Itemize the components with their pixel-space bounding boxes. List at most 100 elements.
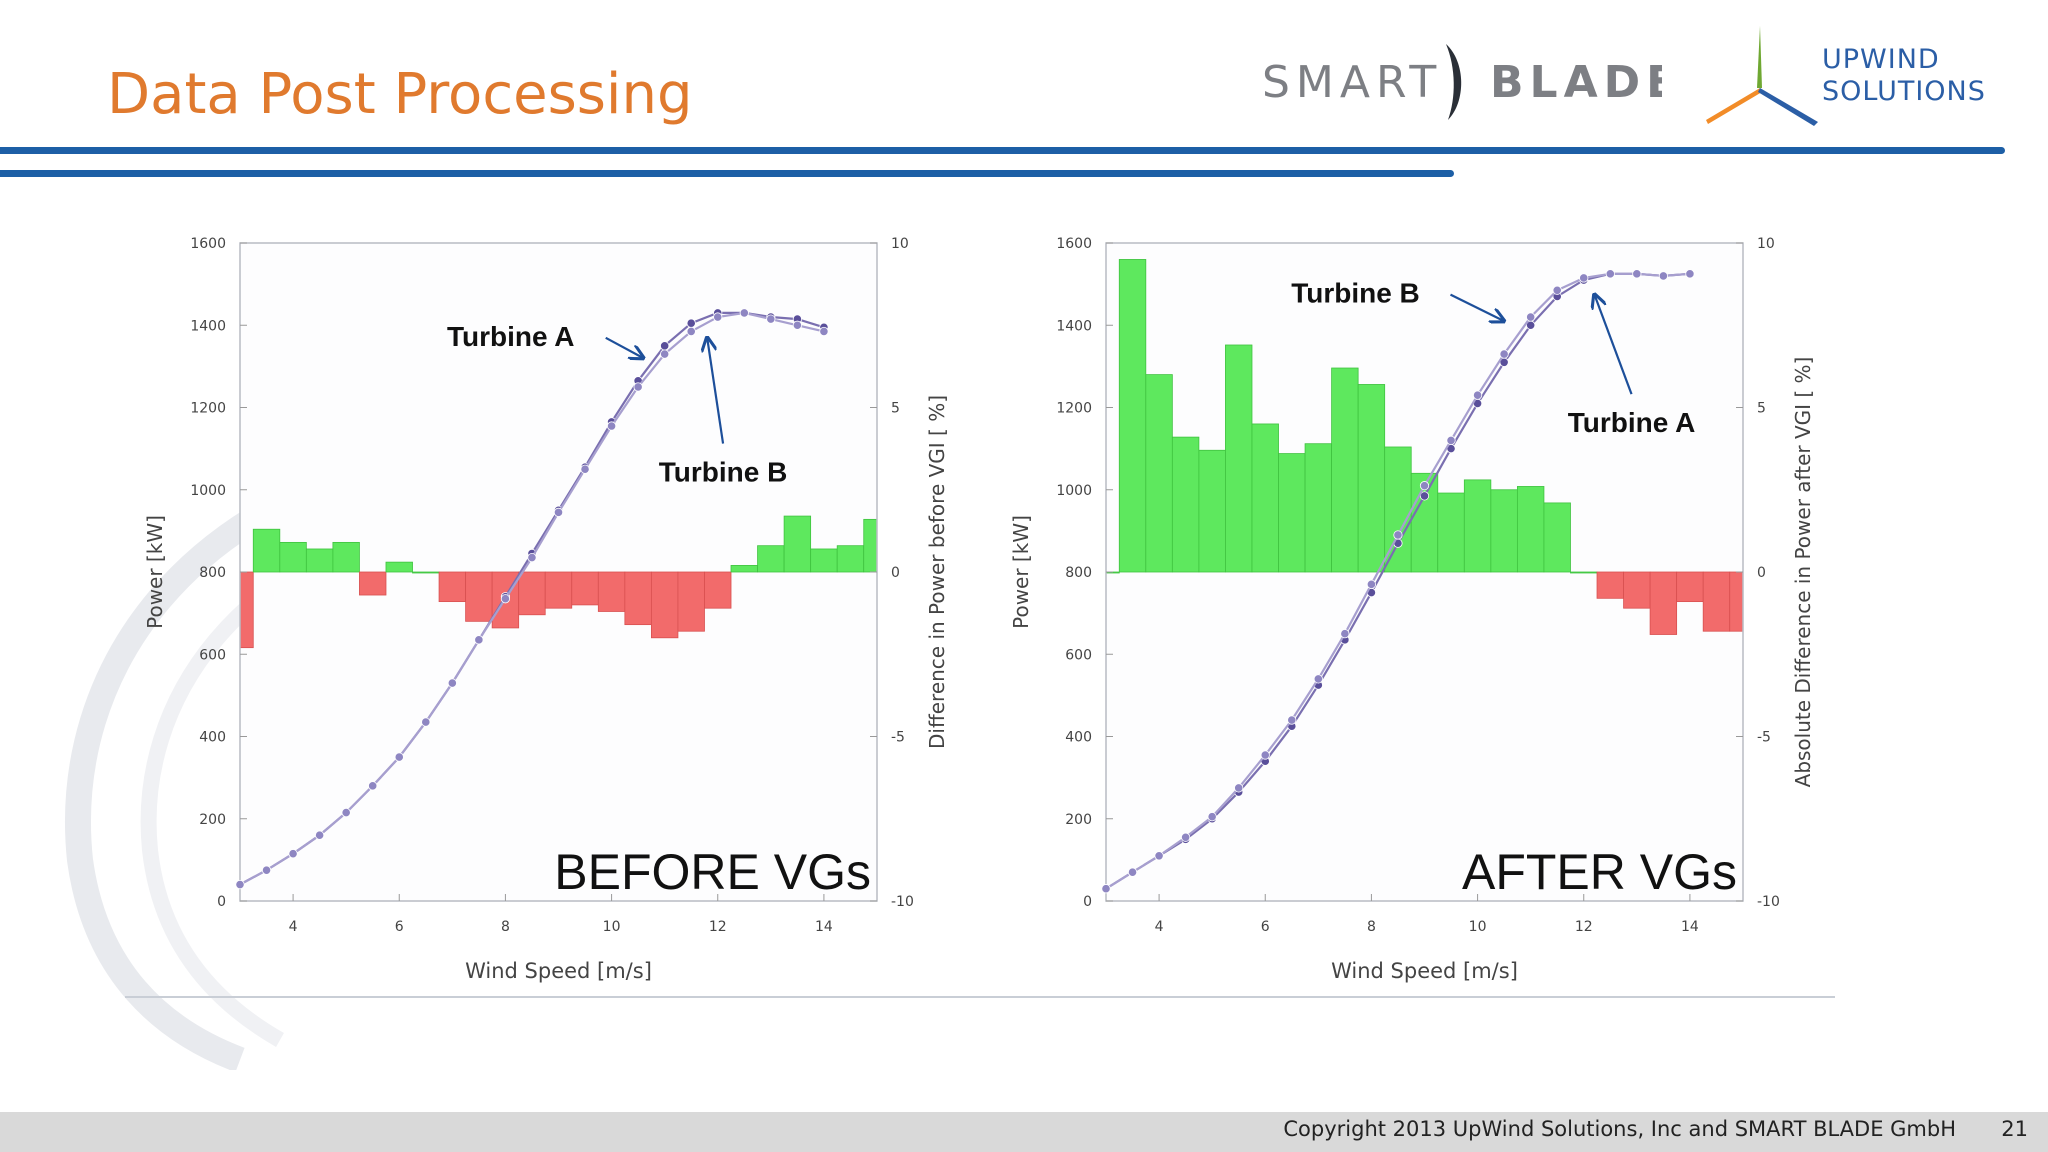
bar-negative	[518, 571, 546, 616]
upwind-logo-line2: SOLUTIONS	[1822, 76, 1986, 107]
bar-negative	[465, 571, 493, 622]
upwind-logo-line1: UPWIND	[1822, 44, 1940, 75]
bar-positive	[1145, 374, 1173, 573]
y-tick-label: 800	[199, 565, 226, 581]
y2-axis-label: Absolute Difference in Power after VGI […	[1791, 357, 1815, 788]
annotation-label: Turbine B	[1291, 278, 1420, 309]
series-point	[315, 830, 325, 840]
bar-positive	[1357, 384, 1386, 573]
bar-negative	[597, 571, 626, 612]
y-tick-label: 0	[217, 894, 226, 910]
bar-negative	[704, 571, 732, 609]
series-point	[235, 879, 245, 890]
y-tick-label: 800	[1065, 565, 1092, 581]
bar-positive	[1331, 367, 1359, 573]
series-point	[1340, 629, 1350, 639]
y-tick-label: 1000	[190, 483, 226, 499]
bar-negative	[359, 571, 387, 596]
series-point	[792, 320, 802, 330]
x-tick-label: 8	[1367, 919, 1376, 935]
bar-positive	[810, 548, 838, 573]
y2-tick-label: 10	[891, 236, 909, 252]
x-tick-label: 6	[395, 919, 404, 935]
y2-tick-label: 10	[1757, 236, 1775, 252]
y2-tick-label: -5	[1757, 730, 1771, 746]
content-divider	[125, 996, 1835, 998]
y-tick-label: 1000	[1056, 483, 1092, 499]
bar-positive	[252, 528, 281, 573]
x-tick-label: 14	[1681, 919, 1699, 935]
series-point	[1685, 269, 1695, 279]
bar-negative	[1623, 571, 1651, 609]
bar-positive	[332, 541, 360, 573]
annotation-arrow	[1450, 293, 1504, 322]
bar-positive	[1304, 443, 1333, 573]
x-tick-label: 6	[1261, 919, 1270, 935]
bar-negative	[1676, 571, 1704, 603]
series-point	[500, 594, 511, 604]
y-tick-label: 1200	[190, 401, 226, 417]
series-point	[1552, 285, 1562, 295]
chart-after-vgs-svg: 0 200 400 600 800 1000 1200 1400 1600 -10 -5 0 5 10 4 6…	[1009, 236, 1815, 983]
y2-tick-label: -10	[891, 894, 914, 910]
series-point	[1526, 312, 1536, 322]
series-point	[819, 326, 829, 337]
series-point	[1419, 491, 1430, 501]
y2-axis-label: Difference in Power before VGI [ %]	[925, 395, 949, 749]
series-point	[660, 341, 670, 351]
series-point	[1579, 273, 1589, 283]
bar-positive	[1570, 571, 1598, 574]
bar-positive	[279, 541, 307, 573]
series-point	[633, 382, 643, 392]
series-point	[606, 421, 617, 431]
bar-positive	[836, 545, 865, 573]
bar-negative	[239, 571, 254, 649]
series-point	[1446, 435, 1456, 445]
annotation-arrow	[1594, 294, 1633, 395]
bar-positive	[1543, 502, 1571, 573]
series-point	[739, 308, 749, 318]
series-point	[1313, 674, 1323, 684]
series-point	[580, 464, 590, 474]
x-tick-label: 12	[1575, 919, 1593, 935]
bar-positive	[1171, 436, 1200, 573]
y2-tick-label: 5	[1757, 401, 1766, 417]
y-tick-label: 1200	[1056, 401, 1092, 417]
series-point	[474, 635, 484, 645]
copyright-text: Copyright 2013 UpWind Solutions, Inc and…	[1283, 1117, 1956, 1141]
series-point	[1605, 269, 1615, 279]
bar-positive	[783, 515, 812, 573]
bar-positive	[1225, 344, 1253, 573]
x-tick-label: 10	[603, 919, 621, 935]
series-point	[1472, 390, 1483, 400]
bar-positive	[1410, 472, 1439, 573]
series-point	[1154, 851, 1164, 861]
y-tick-label: 1400	[190, 318, 226, 334]
y-tick-label: 1600	[1056, 236, 1092, 252]
x-tick-label: 8	[501, 919, 510, 935]
series-point	[1393, 530, 1403, 540]
blade-mark-icon	[1446, 44, 1462, 120]
y-tick-label: 400	[1065, 730, 1092, 746]
bar-negative	[650, 571, 679, 639]
bar-negative	[1729, 571, 1744, 632]
series-point	[686, 326, 696, 337]
bar-positive	[757, 545, 785, 573]
y2-tick-label: 0	[891, 565, 900, 581]
bar-negative	[1649, 571, 1678, 635]
series-point	[1366, 579, 1377, 589]
bar-negative	[624, 571, 652, 626]
series-point	[1658, 271, 1668, 281]
bar-positive	[412, 571, 440, 574]
series-point	[527, 553, 537, 563]
chart-before-vgs-svg: 0 200 400 600 800 1000 1200 1400 1600 -10 -5 0 5 10 4 6…	[143, 236, 949, 983]
y-tick-label: 200	[199, 812, 226, 828]
series-point	[686, 318, 696, 328]
series-point	[713, 312, 723, 322]
overlay-title: AFTER VGs	[1462, 844, 1737, 900]
series-point	[394, 752, 404, 762]
y-tick-label: 1600	[190, 236, 226, 252]
series-point	[766, 314, 776, 324]
header-rule-bottom	[0, 170, 1454, 177]
bar-positive	[730, 565, 758, 573]
